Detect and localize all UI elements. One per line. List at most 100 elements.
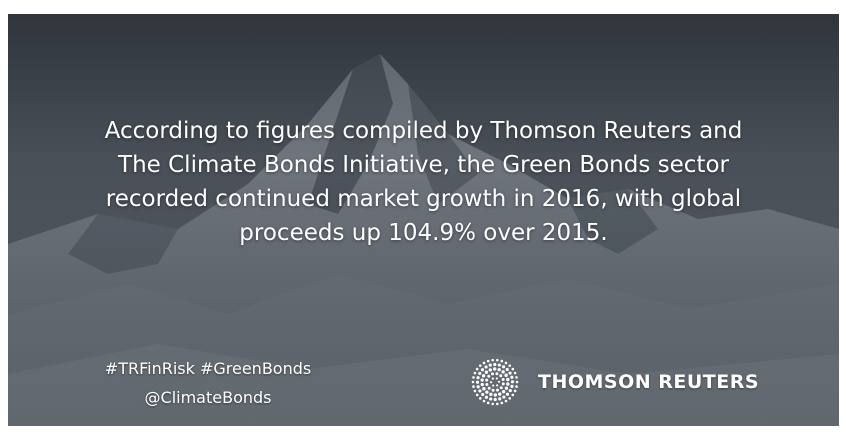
logo-dot	[505, 392, 510, 396]
logo-dot	[475, 380, 480, 384]
logo-dot	[508, 388, 512, 393]
logo-dot	[484, 370, 489, 374]
logo-dot	[472, 385, 475, 388]
thomson-reuters-logo-icon	[471, 358, 519, 406]
headline-line: recorded continued market growth in 2016…	[105, 186, 742, 212]
brand-name: THOMSON REUTERS	[538, 371, 760, 393]
logo-dot	[510, 375, 514, 379]
logo-dot	[489, 392, 493, 397]
logo-dot	[475, 367, 479, 371]
headline-line: According to figures compiled by Thomson…	[104, 118, 743, 144]
headline-line: The Climate Bonds Initiative, the Green …	[118, 152, 729, 178]
logo-dot	[501, 378, 505, 382]
logo-dot	[506, 382, 510, 386]
logo-dot	[482, 387, 486, 391]
logo-dot	[513, 371, 517, 375]
logo-dot	[478, 389, 482, 393]
logo-dot	[493, 362, 497, 367]
logo-dot	[481, 374, 486, 378]
logo-dot	[511, 393, 515, 397]
logo-dot	[476, 376, 480, 380]
hashtags-text: #TRFinRisk #GreenBonds	[104, 359, 312, 378]
logo-dot	[498, 392, 502, 396]
logo-dot	[498, 397, 502, 401]
logo-dot	[491, 372, 495, 376]
logo-dot	[485, 378, 489, 382]
logo-dot	[497, 380, 501, 383]
logo-dot	[485, 390, 489, 394]
logo-dot	[482, 361, 486, 365]
headline: According to figures compiled by Thomson…	[38, 114, 809, 250]
logo-dot	[499, 386, 503, 390]
logo-dot	[493, 393, 498, 397]
logo-dot	[504, 373, 508, 377]
logo-dot	[495, 388, 499, 392]
logo-dot	[499, 374, 503, 378]
logo-dot	[488, 368, 492, 372]
logo-dot	[482, 399, 486, 403]
logo-dot	[497, 363, 501, 367]
twitter-handle: @ClimateBonds	[144, 388, 272, 407]
logo-dot	[493, 397, 497, 402]
logo-dot	[513, 389, 517, 393]
logo-dot	[487, 374, 491, 378]
logo-dot	[486, 359, 490, 363]
logo-dot	[501, 370, 505, 374]
headline-line: proceeds up 104.9% over 2015.	[239, 220, 608, 246]
thomson-reuters-brand: THOMSON REUTERS	[470, 358, 759, 406]
logo-dot	[500, 359, 504, 363]
logo-dot	[472, 376, 475, 379]
logo-dot	[480, 368, 485, 372]
logo-dot	[476, 385, 480, 389]
logo-dot	[489, 397, 493, 401]
logo-dot	[496, 384, 499, 387]
logo-dot	[491, 358, 494, 362]
logo-dot	[491, 377, 494, 380]
logo-dot	[505, 367, 509, 372]
logo-dot	[508, 397, 512, 400]
logo-dot	[504, 386, 509, 390]
logo-dot	[506, 377, 510, 382]
logo-dot	[488, 363, 492, 367]
logo-dot	[484, 395, 489, 399]
logo-dot	[501, 390, 506, 394]
logo-dot	[491, 402, 494, 406]
logo-dot	[485, 382, 489, 386]
logo-dot	[478, 397, 482, 400]
logo-dot	[510, 380, 515, 384]
social-tags: #TRFinRisk #GreenBonds @ClimateBonds	[78, 354, 338, 412]
logo-dot	[484, 365, 488, 369]
logo-dot	[515, 376, 518, 379]
logo-dot	[487, 386, 491, 390]
logo-dot	[473, 371, 477, 375]
logo-dot	[496, 402, 499, 406]
logo-dot	[500, 401, 504, 405]
logo-dot	[478, 371, 482, 376]
logo-dot	[510, 384, 514, 388]
logo-dot	[491, 388, 495, 392]
logo-dot	[511, 367, 515, 371]
logo-dot	[495, 377, 498, 380]
logo-dot	[502, 395, 506, 399]
logo-dot	[480, 378, 484, 382]
logo-dot	[480, 382, 484, 387]
logo-dot	[473, 389, 477, 393]
logo-dot	[471, 380, 475, 384]
logo-dot	[489, 381, 493, 384]
logo-dot	[492, 384, 495, 387]
logo-dot	[501, 365, 506, 369]
logo-dot	[508, 371, 512, 375]
mountain-background	[8, 14, 839, 426]
logo-dot	[515, 380, 519, 384]
logo-dot	[515, 385, 518, 388]
logo-dot	[478, 364, 482, 367]
logo-dot	[492, 367, 497, 371]
logo-dot	[495, 372, 499, 376]
banner-image: According to figures compiled by Thomson…	[8, 14, 839, 426]
logo-dot	[504, 399, 508, 403]
logo-dot	[486, 401, 490, 405]
logo-dot	[481, 392, 485, 397]
logo-dot	[497, 367, 501, 372]
logo-dot	[504, 361, 508, 365]
logo-dot	[475, 393, 479, 397]
